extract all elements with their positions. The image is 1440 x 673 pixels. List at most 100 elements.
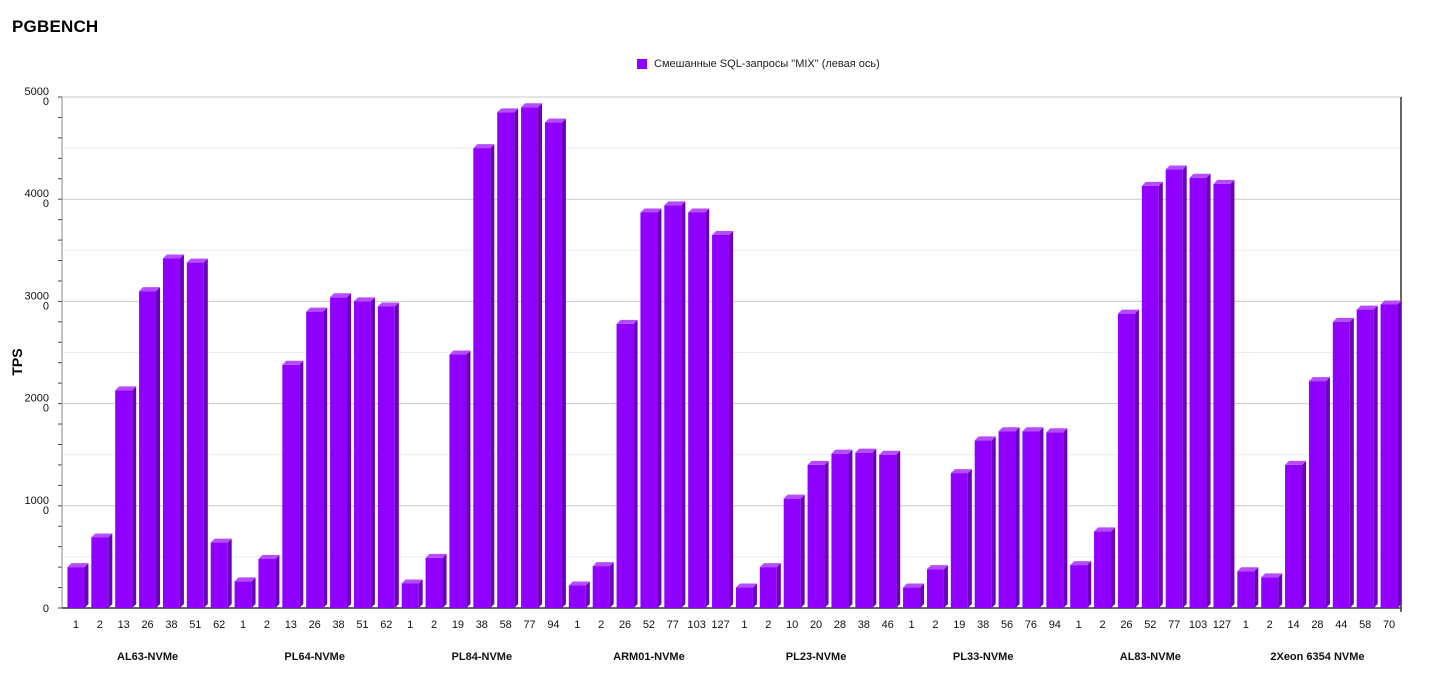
bar <box>1165 165 1187 608</box>
bar-side <box>203 258 208 608</box>
x-tick-label: 38 <box>332 619 344 631</box>
bar-side <box>1302 460 1307 608</box>
bar-top <box>712 230 734 235</box>
bar <box>998 427 1020 608</box>
bar <box>1213 179 1235 608</box>
bar-front <box>640 212 658 608</box>
bar-top <box>186 258 208 263</box>
bar-side <box>1087 561 1092 608</box>
y-tick-label: 0 <box>43 96 49 108</box>
x-tick-label: 2 <box>1267 619 1273 631</box>
bar-side <box>967 469 972 608</box>
x-tick-label: 94 <box>1049 619 1061 631</box>
bar-top <box>497 108 519 113</box>
bar-front <box>306 311 324 608</box>
bar <box>1070 561 1092 608</box>
x-tick-label: 58 <box>1359 619 1371 631</box>
bar <box>903 583 925 608</box>
bar-side <box>1111 527 1116 608</box>
bar-top <box>926 565 948 570</box>
bar-top <box>1332 317 1354 322</box>
bar-side <box>394 302 399 608</box>
bar <box>306 307 328 608</box>
x-tick-label: 38 <box>977 619 989 631</box>
bar-top <box>974 436 996 441</box>
bar-front <box>1356 309 1374 608</box>
x-tick-label: 26 <box>141 619 153 631</box>
bar-front <box>330 297 348 608</box>
x-tick-label: 26 <box>619 619 631 631</box>
bar-side <box>1254 567 1259 608</box>
bar <box>162 254 184 608</box>
bar <box>831 449 853 608</box>
bar <box>1332 317 1354 608</box>
group-label: AL63-NVMe <box>117 651 178 663</box>
x-tick-label: 1 <box>407 619 413 631</box>
bar-front <box>879 454 897 608</box>
bar-front <box>688 212 706 608</box>
bar-front <box>377 306 395 608</box>
bar-top <box>377 302 399 307</box>
x-tick-label: 2 <box>932 619 938 631</box>
bar-side <box>418 579 423 608</box>
bar-front <box>1046 432 1064 608</box>
bar-front <box>115 390 133 608</box>
bar <box>544 118 566 609</box>
group-label: PL64-NVMe <box>284 651 345 663</box>
legend: Смешанные SQL-запросы "MIX" (левая ось) <box>637 58 880 70</box>
x-tick-label: 62 <box>213 619 225 631</box>
bar <box>1237 567 1259 608</box>
bar-front <box>1285 464 1303 608</box>
bar-side <box>729 230 734 608</box>
bar-front <box>712 234 730 608</box>
bar <box>926 565 948 608</box>
y-tick-label: 0 <box>43 603 49 615</box>
x-tick-label: 2 <box>598 619 604 631</box>
bar-front <box>544 122 562 609</box>
y-tick-label: 3000 <box>25 290 49 302</box>
bar <box>1141 181 1163 608</box>
bar <box>1022 427 1044 608</box>
x-tick-label: 58 <box>500 619 512 631</box>
page-title: PGBENCH <box>12 17 99 36</box>
bar-side <box>1397 300 1402 608</box>
x-tick-label: 77 <box>667 619 679 631</box>
bar-front <box>903 587 921 608</box>
bar-top <box>401 579 423 584</box>
bar <box>234 577 256 608</box>
bar-side <box>920 583 925 608</box>
bar-side <box>1182 165 1187 608</box>
bar-side <box>1278 573 1283 608</box>
bar-side <box>84 563 89 608</box>
x-tick-label: 10 <box>786 619 798 631</box>
bar <box>616 319 638 608</box>
bar <box>425 553 447 608</box>
bar <box>640 208 662 608</box>
bar-front <box>568 585 586 608</box>
x-tick-label: 2 <box>97 619 103 631</box>
x-tick-label: 1 <box>1076 619 1082 631</box>
bar-side <box>657 208 662 608</box>
x-tick-label: 77 <box>1168 619 1180 631</box>
bar <box>664 201 686 608</box>
bar-top <box>1237 567 1259 572</box>
bar <box>67 563 89 608</box>
x-tick-label: 94 <box>547 619 559 631</box>
bar-side <box>156 287 161 608</box>
bar-front <box>783 498 801 608</box>
bar-side <box>227 538 232 608</box>
bar <box>568 581 590 608</box>
bar-side <box>538 103 543 608</box>
legend-label: Смешанные SQL-запросы "MIX" (левая ось) <box>654 58 880 70</box>
bar-top <box>664 201 686 206</box>
bar-top <box>139 287 161 292</box>
bar <box>1261 573 1283 608</box>
x-tick-label: 52 <box>1144 619 1156 631</box>
bar-top <box>1380 300 1402 305</box>
bar-front <box>1332 321 1350 608</box>
bar-front <box>759 567 777 608</box>
bar-top <box>258 554 280 559</box>
bar-top <box>855 448 877 453</box>
bar-side <box>323 307 328 608</box>
